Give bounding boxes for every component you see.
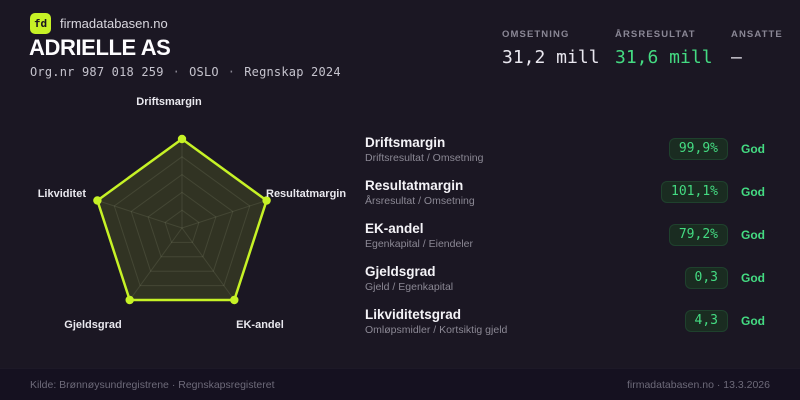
org-number: Org.nr 987 018 259 bbox=[30, 65, 164, 79]
stat-arsresultat: ÅRSRESULTAT 31,6 mill bbox=[615, 29, 731, 68]
metric-value-group: 79,2% God bbox=[654, 224, 767, 246]
stat-value: 31,2 mill bbox=[502, 47, 600, 68]
radar-chart-canvas bbox=[93, 134, 271, 305]
radar-chart: Driftsmargin Resultatmargin EK-andel Gje… bbox=[0, 85, 352, 350]
firmadatabasen-logo-icon: fd bbox=[30, 13, 51, 34]
metric-name: EK-andel bbox=[365, 220, 424, 236]
stat-ansatte: ANSATTE – bbox=[731, 29, 783, 68]
metric-rating: God bbox=[741, 271, 765, 285]
radar-axis-label-gjeldsgrad: Gjeldsgrad bbox=[64, 319, 122, 331]
metric-info: Gjeldsgrad Gjeld / Egenkapital bbox=[365, 264, 453, 293]
metric-info: Driftsmargin Driftsresultat / Omsetning bbox=[365, 135, 483, 164]
stat-value: – bbox=[731, 47, 742, 68]
metric-info: EK-andel Egenkapital / Eiendeler bbox=[365, 221, 473, 250]
metric-value-badge: 0,3 bbox=[684, 267, 728, 289]
metric-info: Likviditetsgrad Omløpsmidler / Kortsikti… bbox=[365, 307, 507, 336]
org-info-line: Org.nr 987 018 259 · OSLO · Regnskap 2024 bbox=[30, 65, 341, 79]
metric-value-badge: 99,9% bbox=[668, 138, 728, 160]
stat-value: 31,6 mill bbox=[615, 47, 713, 68]
metric-name: Gjeldsgrad bbox=[365, 263, 436, 279]
metric-row-ek-andel: EK-andel Egenkapital / Eiendeler 79,2% G… bbox=[365, 221, 767, 250]
metric-rating: God bbox=[741, 185, 765, 199]
radar-axis-label-ek-andel: EK-andel bbox=[236, 319, 284, 331]
metric-name: Driftsmargin bbox=[365, 134, 446, 150]
metric-formula: Årsresultat / Omsetning bbox=[365, 194, 475, 207]
stat-label: ÅRSRESULTAT bbox=[615, 29, 696, 40]
footer: Kilde: Brønnøysundregistrene · Regnskaps… bbox=[0, 368, 800, 400]
metric-formula: Driftsresultat / Omsetning bbox=[365, 151, 484, 164]
metric-row-driftsmargin: Driftsmargin Driftsresultat / Omsetning … bbox=[365, 135, 767, 164]
metric-value-group: 4,3 God bbox=[654, 310, 767, 332]
metric-value-badge: 4,3 bbox=[684, 310, 728, 332]
metric-info: Resultatmargin Årsresultat / Omsetning bbox=[365, 178, 475, 207]
metric-row-likviditetsgrad: Likviditetsgrad Omløpsmidler / Kortsikti… bbox=[365, 307, 767, 336]
metric-value-badge: 101,1% bbox=[661, 181, 728, 203]
metric-formula: Omløpsmidler / Kortsiktig gjeld bbox=[365, 323, 508, 336]
metric-formula: Gjeld / Egenkapital bbox=[365, 280, 454, 293]
footer-source: Kilde: Brønnøysundregistrene · Regnskaps… bbox=[30, 378, 275, 391]
report-period: Regnskap 2024 bbox=[244, 65, 341, 79]
company-name: ADRIELLE AS bbox=[29, 35, 171, 60]
metric-value-group: 99,9% God bbox=[654, 138, 767, 160]
brand[interactable]: fd firmadatabasen.no bbox=[30, 13, 168, 34]
stat-omsetning: OMSETNING 31,2 mill bbox=[502, 29, 615, 68]
site-name: firmadatabasen.no bbox=[60, 16, 168, 31]
metric-value-group: 0,3 God bbox=[654, 267, 767, 289]
metric-rating: God bbox=[741, 314, 765, 328]
key-figures: OMSETNING 31,2 mill ÅRSRESULTAT 31,6 mil… bbox=[502, 29, 783, 68]
metric-value-badge: 79,2% bbox=[668, 224, 728, 246]
metric-value-group: 101,1% God bbox=[654, 181, 767, 203]
metric-row-resultatmargin: Resultatmargin Årsresultat / Omsetning 1… bbox=[365, 178, 767, 207]
metric-row-gjeldsgrad: Gjeldsgrad Gjeld / Egenkapital 0,3 God bbox=[365, 264, 767, 293]
radar-axis-label-likviditet: Likviditet bbox=[37, 188, 86, 200]
radar-axis-label-driftsmargin: Driftsmargin bbox=[136, 96, 202, 108]
metric-name: Likviditetsgrad bbox=[365, 306, 462, 322]
metric-formula: Egenkapital / Eiendeler bbox=[365, 237, 473, 250]
company-location: OSLO bbox=[189, 65, 219, 79]
metric-name: Resultatmargin bbox=[365, 177, 464, 193]
stat-label: OMSETNING bbox=[502, 29, 570, 40]
metric-rating: God bbox=[741, 142, 765, 156]
metrics-list: Driftsmargin Driftsresultat / Omsetning … bbox=[365, 135, 767, 336]
separator-dot: · bbox=[172, 65, 181, 79]
radar-axis-label-resultatmargin: Resultatmargin bbox=[266, 188, 347, 200]
stat-label: ANSATTE bbox=[731, 29, 783, 40]
footer-site-date[interactable]: firmadatabasen.no · 13.3.2026 bbox=[626, 378, 770, 391]
separator-dot: · bbox=[227, 65, 236, 79]
metric-rating: God bbox=[741, 228, 765, 242]
